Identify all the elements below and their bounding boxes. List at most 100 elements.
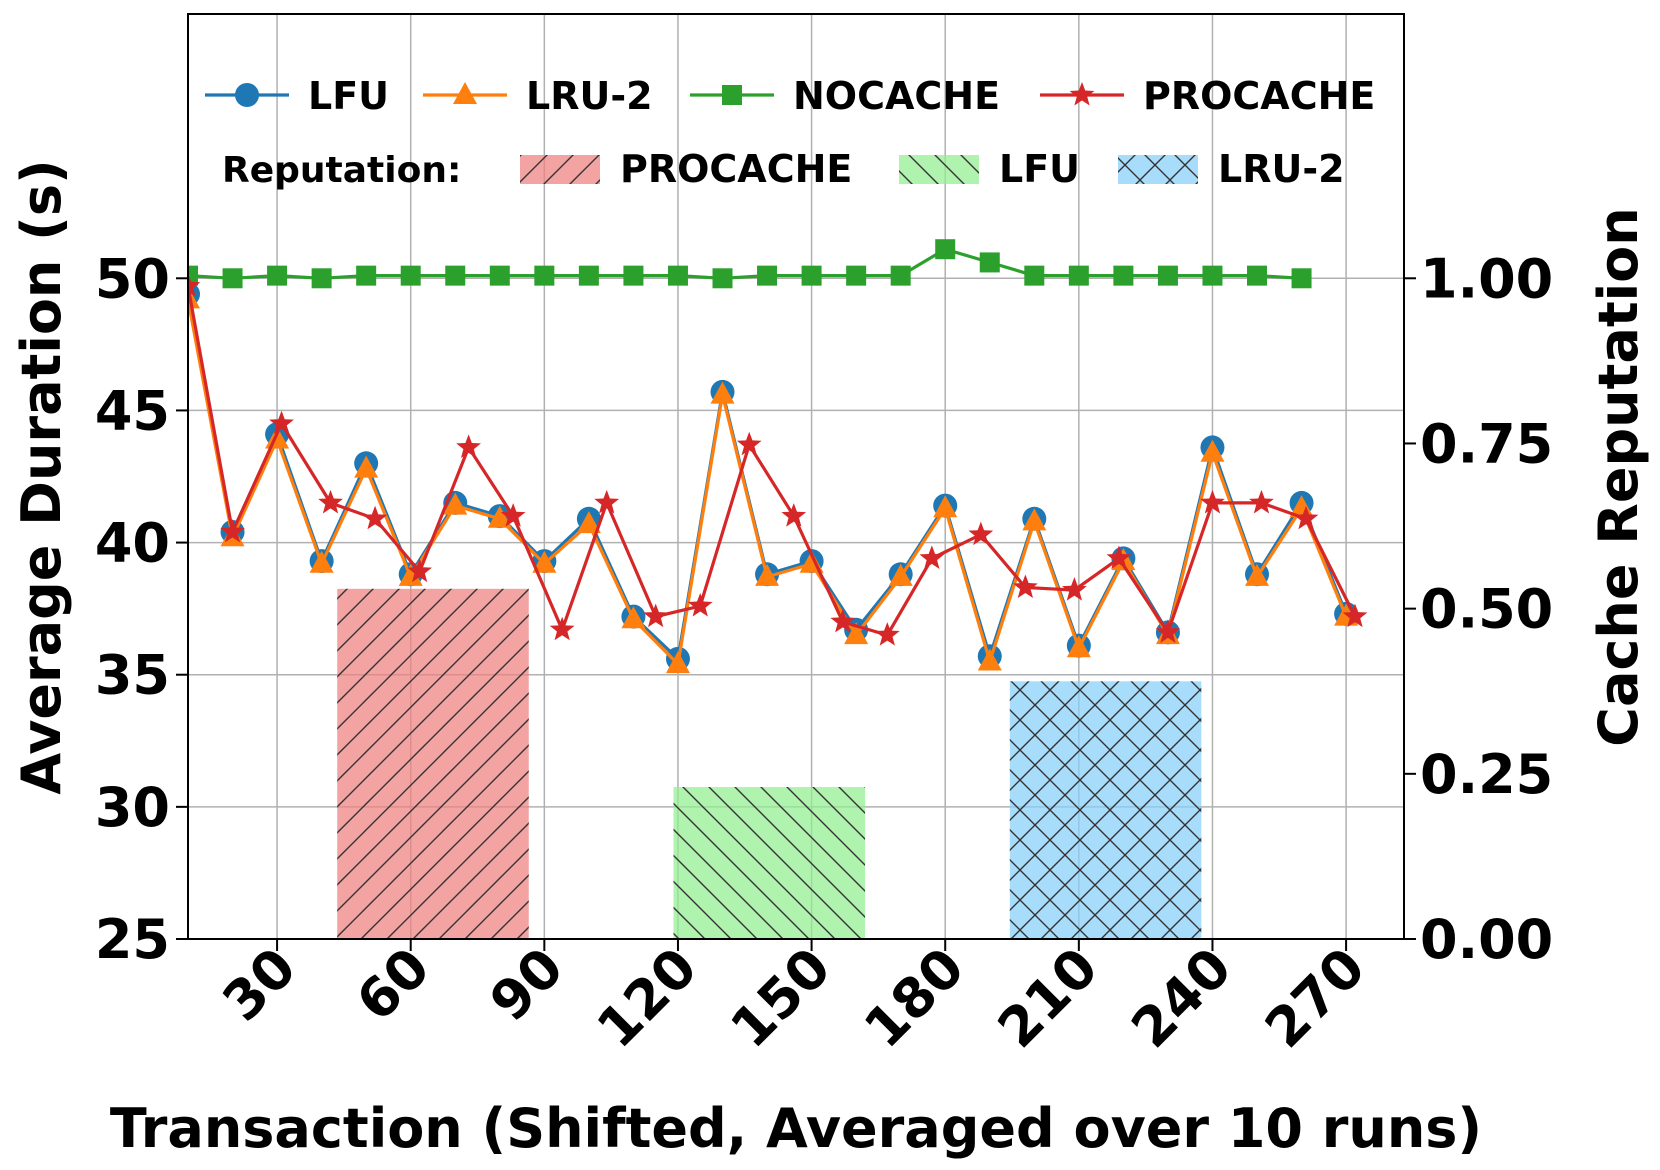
legend-item-lfu: LFU <box>205 74 389 118</box>
data-point-nocache <box>1113 265 1134 286</box>
data-point-procache <box>1155 619 1181 643</box>
legend-reputation-label: Reputation: <box>222 150 461 191</box>
data-point-lru-2 <box>844 622 869 645</box>
data-point-lru-2 <box>1200 439 1225 462</box>
data-point-nocache <box>489 265 510 286</box>
y2-axis-label: Cache Reputation <box>1587 207 1650 746</box>
x-tick-label: 30 <box>211 936 309 1034</box>
y-axis-label: Average Duration (s) <box>10 159 73 794</box>
y-tick-label: 45 <box>95 379 170 442</box>
data-point-nocache <box>846 265 867 286</box>
reputation-bar-hatch <box>337 588 529 939</box>
legend-marker-lru-2 <box>453 82 477 104</box>
y-tick-label: 25 <box>95 908 170 971</box>
data-point-lru-2 <box>933 495 958 518</box>
legend-bar-hatch <box>899 155 979 184</box>
data-point-procache <box>220 519 245 543</box>
data-point-procache <box>362 505 388 530</box>
data-point-procache <box>1106 545 1132 569</box>
legend-bar-label: PROCACHE <box>620 147 852 191</box>
data-point-procache <box>643 603 669 628</box>
data-point-nocache <box>1247 265 1268 286</box>
data-point-procache <box>269 410 294 435</box>
data-point-procache <box>687 593 713 617</box>
data-point-nocache <box>1068 265 1089 286</box>
data-point-lru-2 <box>1022 508 1047 531</box>
legend-item-nocache: NOCACHE <box>690 74 1000 118</box>
x-tick-label: 150 <box>719 936 843 1060</box>
data-point-procache <box>736 431 762 456</box>
x-tick-label: 240 <box>1119 936 1243 1060</box>
legend-bar-lfu: LFU <box>899 147 1080 191</box>
legend-bar-lru-2: LRU-2 <box>1118 147 1345 191</box>
data-point-procache <box>781 503 807 527</box>
legend-bar-label: LFU <box>999 147 1080 191</box>
y2-tick-label: 0.25 <box>1420 743 1553 806</box>
data-point-nocache <box>1202 265 1223 286</box>
legend-marker-nocache <box>722 85 742 105</box>
data-point-lru-2 <box>576 511 601 534</box>
data-point-lru-2 <box>1245 563 1270 586</box>
data-point-nocache <box>1291 268 1312 289</box>
legend-label: LFU <box>308 74 389 118</box>
data-point-nocache <box>935 239 956 260</box>
y2-tick-label: 1.00 <box>1420 247 1553 310</box>
data-point-procache <box>1013 574 1038 599</box>
x-tick-label: 270 <box>1253 936 1377 1060</box>
legend-bar-procache: PROCACHE <box>520 147 852 191</box>
data-point-nocache <box>712 268 733 289</box>
x-tick-label: 90 <box>478 936 576 1034</box>
data-point-nocache <box>1157 265 1178 286</box>
data-point-procache <box>318 489 343 514</box>
legend-item-lru-2: LRU-2 <box>423 74 653 118</box>
series-lines <box>188 239 1368 674</box>
data-point-procache <box>968 521 994 546</box>
data-point-lru-2 <box>977 648 1002 671</box>
data-point-nocache <box>222 268 243 289</box>
data-point-nocache <box>757 265 778 286</box>
data-point-nocache <box>311 268 332 289</box>
y-tick-label: 40 <box>95 512 170 575</box>
y-tick-label: 50 <box>95 247 170 310</box>
data-point-lru-2 <box>398 563 423 586</box>
y2-tick-label: 0.50 <box>1420 578 1553 641</box>
series-procache <box>188 273 1368 646</box>
data-point-procache <box>407 558 432 583</box>
y2-tick-label: 0.00 <box>1420 908 1553 971</box>
legend-bar-hatch <box>1118 155 1198 184</box>
x-tick-label: 60 <box>344 936 442 1034</box>
data-point-lru-2 <box>443 492 468 515</box>
x-tick-label: 210 <box>986 936 1110 1060</box>
data-point-lru-2 <box>755 563 780 586</box>
y2-tick-label: 0.75 <box>1420 412 1553 475</box>
data-point-nocache <box>667 265 688 286</box>
x-tick-label: 180 <box>852 936 976 1060</box>
series-line-nocache <box>188 247 1302 280</box>
x-tick-label: 120 <box>585 936 709 1060</box>
reputation-bar-hatch <box>673 787 866 939</box>
data-point-nocache <box>979 252 1000 273</box>
legend-marker-lfu <box>235 83 259 107</box>
data-point-lru-2 <box>487 505 512 528</box>
data-point-nocache <box>1024 265 1045 286</box>
plot-frame <box>187 13 1405 940</box>
data-point-procache <box>1249 489 1274 514</box>
data-point-procache <box>830 608 856 633</box>
x-axis-label: Transaction (Shifted, Averaged over 10 r… <box>110 1097 1482 1160</box>
data-point-procache <box>549 616 575 641</box>
y-tick-label: 35 <box>95 644 170 707</box>
data-point-lru-2 <box>532 550 557 573</box>
y-tick-label: 30 <box>95 776 170 839</box>
legend-label: LRU-2 <box>526 74 653 118</box>
reputation-bar-hatch <box>1009 681 1202 939</box>
data-point-nocache <box>534 265 555 286</box>
data-point-lru-2 <box>888 563 913 586</box>
data-point-lru-2 <box>710 381 735 404</box>
legend-bar-hatch <box>520 155 600 184</box>
reputation-bars <box>337 588 1202 939</box>
data-point-procache <box>500 503 526 527</box>
series-nocache <box>188 239 1312 289</box>
data-point-lru-2 <box>309 550 334 573</box>
data-point-lru-2 <box>621 606 646 629</box>
legend-label: PROCACHE <box>1143 74 1375 118</box>
